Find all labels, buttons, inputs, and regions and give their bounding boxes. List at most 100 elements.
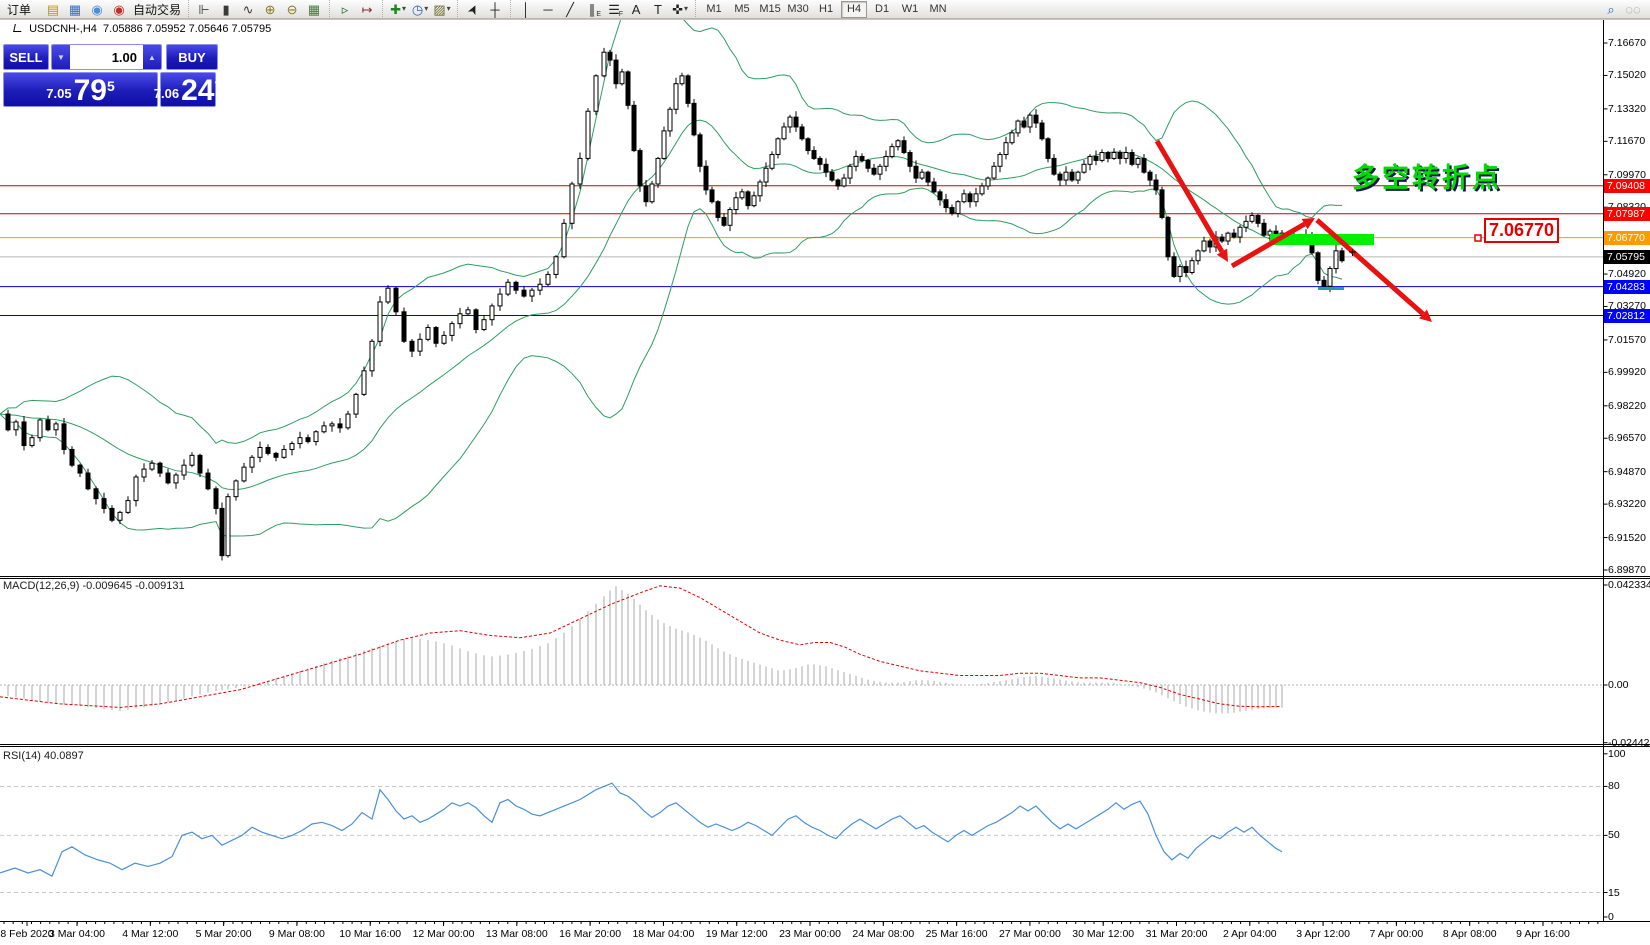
buy-button[interactable]: BUY [166, 44, 218, 70]
rsi-tick: 15 [1608, 886, 1620, 899]
toolbar-group-0: ▤ ▦ ◉ ◉ 自动交易 [38, 0, 188, 19]
sell-price-big: 79 [73, 74, 107, 107]
add-indicator-icon[interactable]: ✚ ▾ [390, 1, 406, 17]
timeframe-mn[interactable]: MN [929, 3, 947, 15]
macd-tick: -0.02442 [1608, 736, 1650, 749]
crosshair-icon[interactable]: ┼ [490, 1, 500, 17]
timeframe-m1[interactable]: M1 [706, 3, 722, 15]
time-tick: 30 Mar 12:00 [1072, 928, 1135, 940]
chat-icon[interactable]: ◌◌ [1625, 2, 1641, 17]
price-tag: 7.04283 [1604, 279, 1650, 294]
signal-icon[interactable]: ◉ [91, 1, 103, 17]
horizontal-line-icon[interactable]: ─ [543, 1, 553, 17]
orders-label[interactable]: 订单 [7, 2, 32, 17]
price-tick: 7.01570 [1608, 333, 1646, 346]
price-tick: 6.91520 [1608, 531, 1646, 544]
auto-trading-icon-label[interactable]: 自动交易 [133, 2, 182, 17]
volume-input[interactable] [70, 45, 143, 69]
price-tag: 7.07987 [1604, 206, 1650, 221]
shapes-icon[interactable]: ✜ ▾ [672, 1, 688, 17]
ohlc-values: 7.05886 7.05952 7.05646 7.05795 [103, 23, 272, 35]
candlestick-chart-icon[interactable]: ▮ [222, 1, 230, 17]
price-tick: 6.98220 [1608, 399, 1646, 412]
time-tick: 19 Mar 12:00 [705, 928, 768, 940]
timeframe-w1[interactable]: W1 [901, 3, 919, 15]
rsi-tick: 50 [1608, 829, 1620, 842]
auto-scroll-icon[interactable]: ↦ [361, 1, 373, 17]
price-tick: 7.16670 [1608, 37, 1646, 49]
time-tick: 5 Mar 20:00 [195, 928, 252, 940]
toolbar-group-4: ➤ ┼ [457, 0, 510, 19]
auto-trading-icon[interactable]: ◉ [113, 1, 125, 17]
zoom-out-icon[interactable]: ⊖ [286, 1, 298, 17]
toolbar-right: ⌕ ◌◌ [1600, 0, 1644, 19]
price-tag: 7.02812 [1604, 308, 1650, 323]
timeframe-m15[interactable]: M15 [759, 3, 781, 15]
sell-price[interactable]: 7.05 79 5 [3, 72, 158, 107]
zoom-in-icon[interactable]: ⊕ [264, 1, 276, 17]
chart-window-icon[interactable]: ▦ [68, 1, 82, 17]
label-icon[interactable]: T [654, 1, 662, 17]
chart-shift-icon[interactable]: ▹ [341, 1, 349, 17]
time-tick: 8 Feb 2020 [0, 928, 54, 940]
timeframe-m30[interactable]: M30 [787, 3, 809, 15]
turning-point-annotation[interactable]: 多空转折点 [1352, 163, 1502, 193]
trendline-icon[interactable]: ╱ [566, 1, 574, 17]
line-chart-icon[interactable]: ∿ [242, 1, 254, 17]
tile-windows-icon[interactable]: ▦ [307, 1, 321, 17]
time-tick: 3 Mar 04:00 [48, 928, 106, 940]
price-tag: 7.05795 [1604, 249, 1650, 264]
buy-price-sup: 7 [214, 78, 223, 94]
price-tick: 7.04920 [1608, 268, 1646, 281]
time-tick: 18 Mar 04:00 [632, 928, 695, 940]
period-icon[interactable]: ◷ ▾ [411, 1, 429, 17]
fibonacci-icon[interactable]: ☰ F [608, 1, 624, 18]
buy-price[interactable]: 7.06 24 7 [154, 72, 222, 107]
template-icon[interactable]: ▨ ▾ [433, 1, 451, 17]
macd-tick: 0.042334 [1608, 579, 1650, 591]
price-tag: 7.06770 [1604, 230, 1650, 245]
sell-price-small: 7.05 [46, 86, 72, 101]
price-tick: 7.11670 [1608, 135, 1646, 148]
time-tick: 8 Apr 08:00 [1442, 928, 1497, 940]
time-tick: 3 Apr 12:00 [1296, 928, 1350, 940]
timeframe-h4[interactable]: H4 [841, 0, 868, 18]
toolbar-group-orders: 订单 [0, 0, 38, 19]
price-tick: 6.94870 [1608, 465, 1646, 478]
main-toolbar: 订单 ▤ ▦ ◉ ◉ 自动交易 ⊩ ▮ ∿ ⊕ ⊖ ▦ ▹ ↦ ✚ ▾ ◷ ▾ ▨ ▾ ➤ ┼ │ ─ ╱ ∥ E ☰ F A T ✜ ▾ M… [0, 0, 1650, 19]
price-tick: 6.96570 [1608, 432, 1646, 445]
volume-stepper: ▼ ▲ [51, 44, 162, 70]
bar-chart-icon[interactable]: ⊩ [198, 1, 210, 17]
price-tick: 7.15020 [1608, 69, 1646, 82]
one-click-trading-panel: SELL ▼ ▲ BUY 7.05 79 5 7.06 24 7 [3, 44, 222, 107]
new-order-icon[interactable]: ▤ [46, 1, 60, 17]
timeframe-group: M1 M5 M15 M30 H1 H4 D1 W1 MN [695, 0, 956, 19]
symbol-period: USDCNH-,H4 [29, 23, 97, 35]
time-tick: 16 Mar 20:00 [559, 928, 622, 940]
sell-price-sup: 5 [106, 78, 115, 94]
toolbar-group-5: │ ─ ╱ ∥ E ☰ F A T ✜ ▾ [510, 0, 695, 19]
channel-icon[interactable]: ∥ E [588, 1, 602, 18]
price-callout-box[interactable]: 7.06770 [1484, 218, 1559, 243]
sell-button[interactable]: SELL [3, 44, 49, 70]
timeframe-d1[interactable]: D1 [875, 3, 890, 15]
price-tick: 7.09970 [1608, 168, 1646, 181]
time-tick: 12 Mar 00:00 [412, 928, 475, 940]
toolbar-group-1: ⊩ ▮ ∿ ⊕ ⊖ ▦ [188, 0, 329, 19]
volume-increase-button[interactable]: ▲ [143, 45, 161, 69]
time-tick: 10 Mar 16:00 [339, 928, 402, 940]
chart-title: USDCNH-,H4 7.05886 7.05952 7.05646 7.057… [13, 23, 272, 35]
price-tag: 7.09408 [1604, 178, 1650, 193]
timeframe-m5[interactable]: M5 [734, 3, 750, 15]
price-tick: 6.99920 [1608, 366, 1646, 379]
vertical-line-icon[interactable]: │ [521, 1, 531, 17]
search-icon[interactable]: ⌕ [1607, 2, 1615, 17]
volume-decrease-button[interactable]: ▼ [52, 45, 70, 69]
timeframe-h1[interactable]: H1 [819, 3, 834, 15]
cursor-icon[interactable]: ➤ [463, 0, 483, 18]
macd-tick: 0.00 [1608, 679, 1629, 691]
buy-price-small: 7.06 [153, 86, 180, 101]
text-icon[interactable]: A [631, 1, 641, 17]
